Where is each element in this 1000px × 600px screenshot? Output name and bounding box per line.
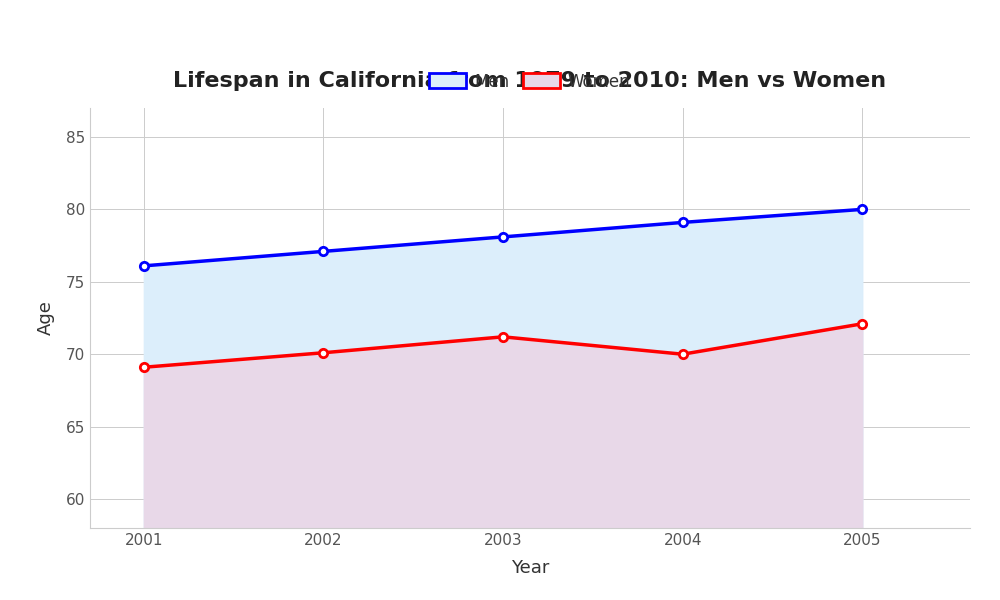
X-axis label: Year: Year <box>511 559 549 577</box>
Y-axis label: Age: Age <box>37 301 55 335</box>
Legend: Men, Women: Men, Women <box>423 66 637 97</box>
Title: Lifespan in California from 1979 to 2010: Men vs Women: Lifespan in California from 1979 to 2010… <box>173 71 887 91</box>
